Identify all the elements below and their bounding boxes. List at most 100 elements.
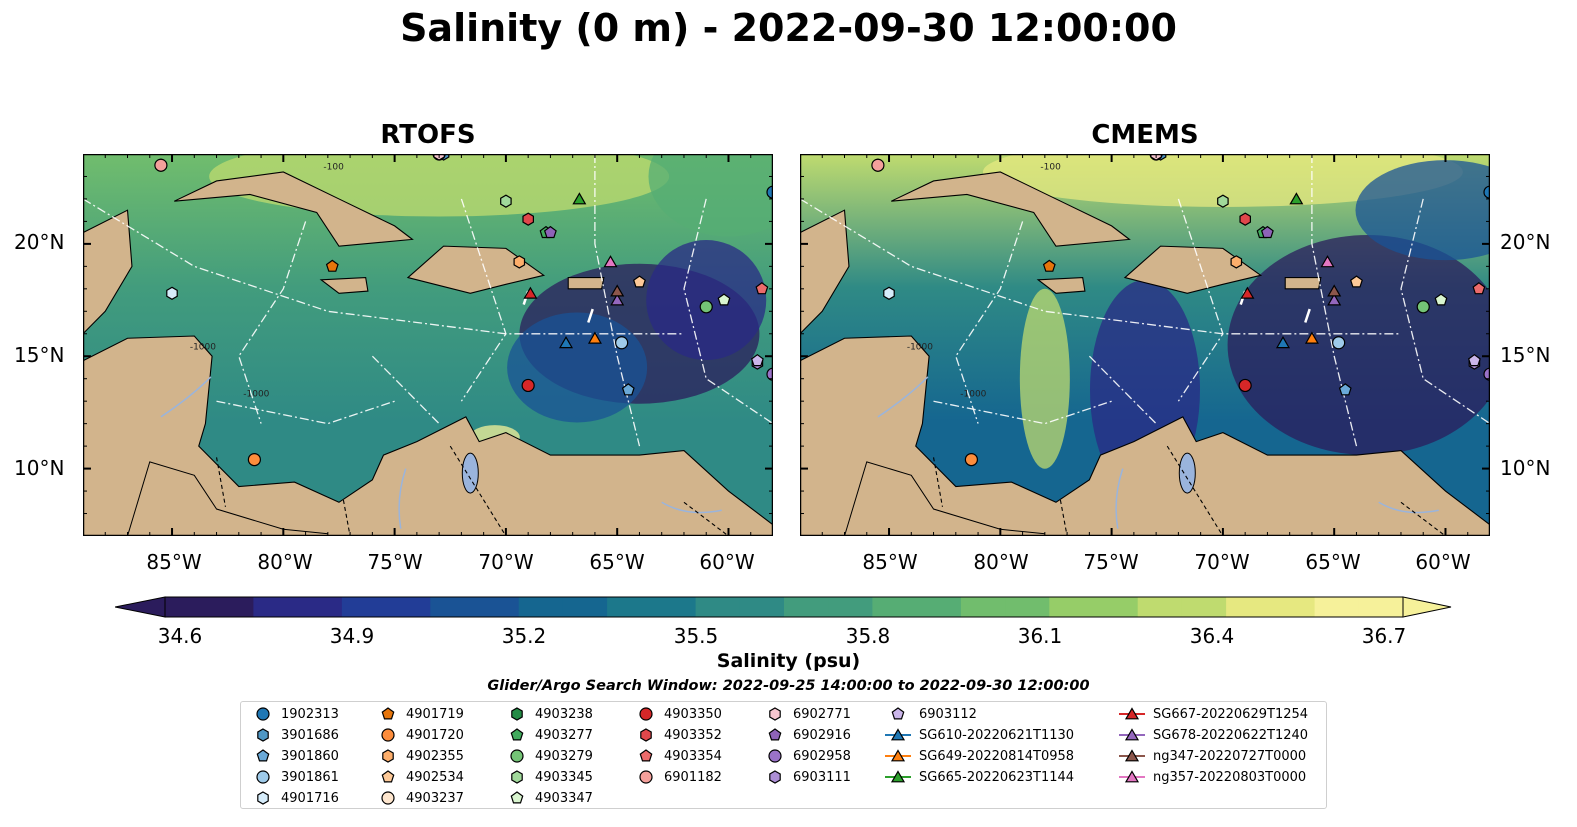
legend-item: ng347-20220727T0000	[1119, 746, 1306, 766]
lon-tick-label: 60°W	[699, 550, 755, 574]
observation-marker	[513, 255, 526, 269]
lon-tick-label: 60°W	[1415, 550, 1471, 574]
colorbar-bin	[430, 597, 476, 617]
map-frame	[800, 154, 1490, 536]
circle-marker-icon	[768, 749, 782, 763]
eez-boundary	[238, 221, 307, 424]
legend-item: 6901182	[636, 767, 722, 787]
pentagon-marker-icon	[639, 749, 653, 762]
pentagon-marker-icon	[891, 707, 905, 720]
observation-marker	[522, 212, 534, 226]
observation-marker	[1217, 194, 1229, 208]
contour-label: -1000	[243, 390, 269, 400]
lon-tick-label: 75°W	[367, 550, 423, 574]
colorbar-tick-label: 36.1	[1017, 624, 1063, 648]
colorbar-tick-label: 34.6	[157, 624, 203, 648]
legend-item-label: SG649-20220814T0958	[919, 748, 1075, 764]
contour-label: -1000	[907, 342, 933, 352]
pentagon-marker-icon	[381, 707, 395, 720]
colorbar-bin	[1314, 597, 1360, 617]
legend-item-label: 4901719	[406, 706, 464, 722]
salinity-feature	[646, 240, 767, 361]
colorbar-bin	[960, 597, 1006, 617]
legend-item-label: 4903279	[535, 748, 593, 764]
hexagon-marker-icon	[769, 770, 781, 784]
legend-item: 4903350	[636, 704, 722, 724]
observation-marker	[1238, 378, 1252, 393]
colorbar-bin	[828, 597, 873, 617]
legend-item: 4902355	[378, 746, 464, 766]
observation-marker	[154, 158, 168, 172]
observation-marker	[632, 275, 646, 288]
colorbar-bin	[386, 597, 431, 617]
observation-marker	[1327, 284, 1342, 297]
colorbar-bin	[872, 597, 918, 617]
observation-marker	[603, 255, 618, 268]
legend-item: 4903354	[636, 746, 722, 766]
lat-tick-label: 15°N	[1500, 343, 1551, 367]
mainland-coast	[800, 335, 1490, 536]
jamaica	[1036, 277, 1086, 294]
legend: 1902313 3901686 3901860 3901861 4901716 …	[240, 701, 1327, 809]
legend-item: SG610-20220621T1130	[885, 725, 1074, 745]
legend-item-label: SG667-20220629T1254	[1153, 706, 1309, 722]
legend-item-label: 4902534	[406, 769, 464, 785]
pentagon-marker-icon	[510, 728, 524, 741]
circle-marker-icon	[510, 749, 524, 763]
observation-marker	[587, 331, 602, 344]
observation-marker	[1332, 336, 1346, 350]
lat-tick-label: 20°N	[1500, 230, 1551, 254]
lon-tick-label: 65°W	[1305, 550, 1361, 574]
legend-item: 4902534	[378, 767, 464, 787]
eez-boundary	[371, 355, 440, 425]
legend-item: SG665-20220623T1144	[885, 767, 1074, 787]
observation-marker	[1338, 383, 1352, 396]
legend-item: 6902916	[765, 725, 851, 745]
legend-item-label: 1902313	[281, 706, 339, 722]
rivers	[160, 376, 722, 529]
observation-marker	[1434, 293, 1448, 306]
colorbar-bin	[253, 597, 299, 617]
observation-marker	[1275, 335, 1291, 349]
colorbar-bin	[1137, 597, 1183, 617]
colorbar-tick-label: 36.4	[1189, 624, 1235, 648]
legend-item-label: 4903352	[664, 727, 722, 743]
colorbar-bin	[607, 597, 652, 617]
triangle-marker-icon	[890, 728, 906, 741]
observation-marker	[964, 453, 978, 467]
legend-item: 1902313	[253, 704, 339, 724]
eez-boundary	[1311, 154, 1358, 447]
colorbar-extend-max	[1402, 596, 1452, 618]
colorbar-bin	[739, 597, 785, 617]
mainland-coast	[83, 335, 773, 536]
colorbar-bin	[1270, 597, 1316, 617]
colorbar-tick-label: 35.5	[673, 624, 719, 648]
legend-item-label: SG678-20220622T1240	[1153, 727, 1309, 743]
eez-boundary	[1400, 198, 1490, 425]
salinity-feature	[982, 154, 1463, 207]
legend-item: 4901716	[253, 788, 339, 808]
triangle-marker-icon	[1124, 770, 1140, 783]
legend-item: 4903347	[507, 788, 593, 808]
colorbar-bin	[1226, 597, 1271, 617]
colorbar-label: Salinity (psu)	[716, 650, 861, 672]
eez-boundary	[800, 198, 1401, 335]
observation-marker	[1327, 293, 1342, 306]
colorbar-bin	[518, 597, 564, 617]
observation-marker	[750, 353, 764, 367]
colorbar	[115, 596, 1452, 618]
hexagon-marker-icon	[511, 707, 523, 721]
lon-tick-label: 70°W	[478, 550, 534, 574]
legend-item: 4903279	[507, 746, 593, 766]
legend-item: 6903111	[765, 767, 851, 787]
legend-item: 4903277	[507, 725, 593, 745]
legend-item: 3901860	[253, 746, 339, 766]
legend-item-label: 3901861	[281, 769, 339, 785]
cuba	[891, 171, 1131, 247]
observation-marker	[1260, 225, 1274, 239]
legend-item-label: 4903345	[535, 769, 593, 785]
legend-item: 4903237	[378, 788, 464, 808]
colorbar-extend-min	[115, 596, 166, 618]
observation-marker	[523, 286, 538, 299]
lat-tick-label: 15°N	[14, 343, 65, 367]
